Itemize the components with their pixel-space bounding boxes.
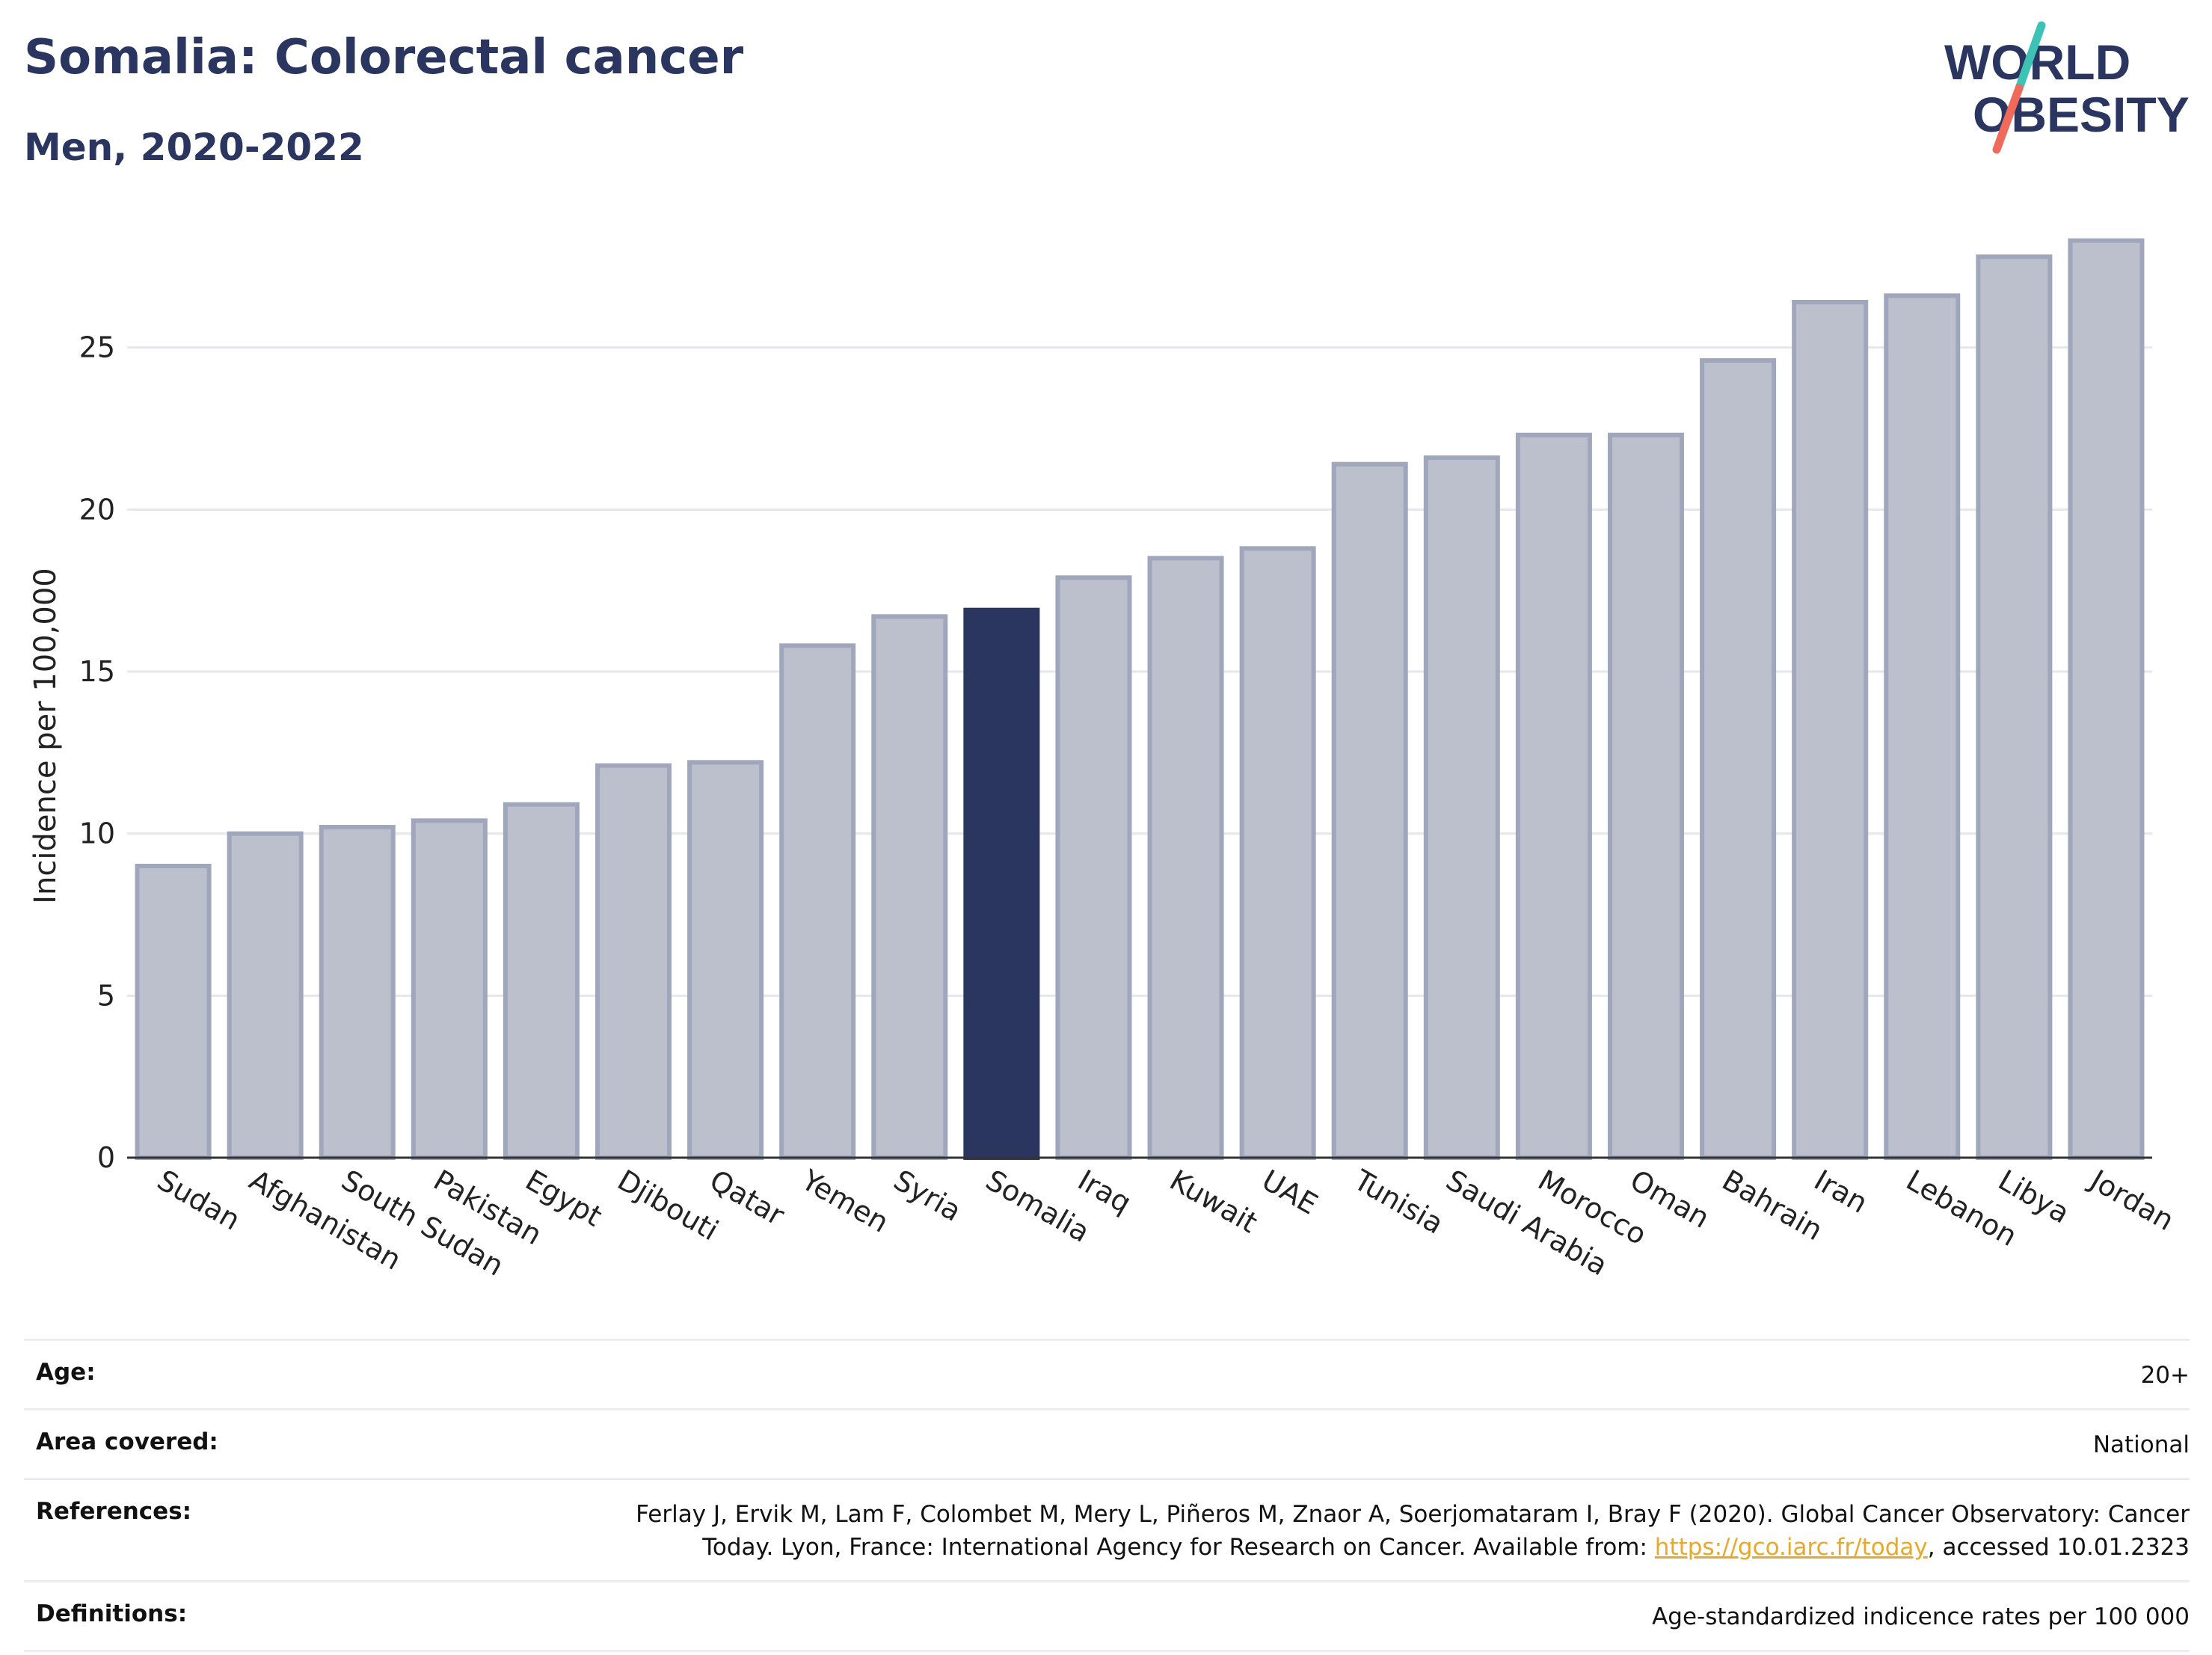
area-label: Area covered: bbox=[36, 1428, 218, 1455]
meta-row-area: Area covered: National bbox=[24, 1408, 2190, 1478]
bar-libya bbox=[1976, 254, 2053, 1160]
bar-somalia bbox=[963, 607, 1040, 1160]
references-link[interactable]: https://gco.iarc.fr/today bbox=[1654, 1534, 1928, 1561]
bar-iran bbox=[1792, 300, 1869, 1160]
bar-morocco bbox=[1515, 432, 1592, 1160]
bar-djibouti bbox=[595, 763, 672, 1160]
logo-slash-top bbox=[2015, 21, 2046, 93]
logo-slash-bottom bbox=[1992, 84, 2024, 154]
x-tick-label: Iraq bbox=[1072, 1164, 1137, 1220]
x-tick-label: Djibouti bbox=[612, 1164, 725, 1247]
references-label: References: bbox=[36, 1498, 192, 1525]
bar-uae bbox=[1239, 546, 1316, 1160]
bar-qatar bbox=[687, 760, 764, 1160]
bar-pakistan bbox=[411, 818, 488, 1161]
references-text: Ferlay J, Ervik M, Lam F, Colombet M, Me… bbox=[636, 1501, 2190, 1561]
bars bbox=[135, 238, 2145, 1161]
y-tick-label: 5 bbox=[97, 979, 115, 1012]
meta-row-definitions: Definitions: Age-standardized indicence … bbox=[24, 1580, 2190, 1652]
bar-tunisia bbox=[1331, 461, 1408, 1160]
x-tick-label: Tunisia bbox=[1348, 1163, 1448, 1241]
chart-title: Somalia: Colorectal cancer bbox=[24, 30, 744, 85]
bar-egypt bbox=[503, 802, 580, 1160]
definitions-label: Definitions: bbox=[36, 1600, 188, 1627]
x-tick-label: Kuwait bbox=[1164, 1164, 1263, 1240]
bar-jordan bbox=[2068, 238, 2145, 1161]
x-tick-label: Somalia bbox=[980, 1164, 1096, 1249]
y-tick-labels: 0 5 10 15 20 25 bbox=[79, 331, 115, 1174]
bar-saudi-arabia bbox=[1423, 455, 1500, 1160]
bar-afghanistan bbox=[227, 831, 304, 1160]
x-tick-label: Sudan bbox=[152, 1164, 246, 1237]
y-tick-label: 10 bbox=[79, 817, 115, 850]
references-value: Ferlay J, Ervik M, Lam F, Colombet M, Me… bbox=[574, 1498, 2190, 1564]
x-tick-label: Yemen bbox=[796, 1163, 894, 1239]
y-tick-label: 20 bbox=[79, 493, 115, 526]
metadata-table: Age: 20+ Area covered: National Referenc… bbox=[24, 1339, 2190, 1652]
references-accessed: , accessed 10.01.2323 bbox=[1927, 1534, 2190, 1561]
bar-lebanon bbox=[1884, 293, 1961, 1160]
age-label: Age: bbox=[36, 1359, 96, 1386]
x-tick-label: Jordan bbox=[2083, 1163, 2179, 1238]
chart-subtitle: Men, 2020-2022 bbox=[24, 126, 364, 169]
y-tick-label: 25 bbox=[79, 331, 115, 364]
x-tick-label: Bahrain bbox=[1717, 1164, 1828, 1247]
x-tick-label: Syria bbox=[888, 1164, 967, 1228]
x-tick-label: UAE bbox=[1256, 1164, 1323, 1221]
bar-bahrain bbox=[1700, 358, 1777, 1160]
bar-iraq bbox=[1055, 575, 1132, 1160]
definitions-value: Age-standardized indicence rates per 100… bbox=[1652, 1603, 2190, 1630]
bar-oman bbox=[1607, 432, 1685, 1160]
bar-sudan bbox=[135, 864, 212, 1160]
bar-kuwait bbox=[1147, 556, 1224, 1160]
area-value: National bbox=[2092, 1431, 2190, 1458]
meta-row-age: Age: 20+ bbox=[24, 1339, 2190, 1408]
bar-yemen bbox=[779, 643, 856, 1160]
bar-south-sudan bbox=[319, 825, 396, 1160]
x-tick-label: Iran bbox=[1809, 1164, 1873, 1220]
y-axis-title: Incidence per 100,000 bbox=[28, 568, 63, 904]
y-tick-label: 0 bbox=[97, 1141, 115, 1174]
y-tick-label: 15 bbox=[79, 655, 115, 688]
meta-row-references: References: Ferlay J, Ervik M, Lam F, Co… bbox=[24, 1478, 2190, 1580]
age-value: 20+ bbox=[2140, 1362, 2190, 1389]
bar-syria bbox=[871, 614, 948, 1160]
world-obesity-logo: WORLD OBESITY bbox=[1944, 21, 2190, 154]
